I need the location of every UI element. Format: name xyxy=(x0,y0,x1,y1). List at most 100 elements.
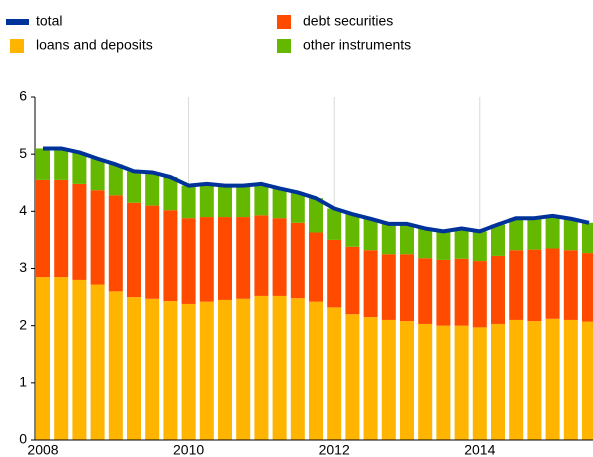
legend-label: debt securities xyxy=(303,13,393,29)
bar-segment xyxy=(199,301,214,440)
bar-segment xyxy=(218,185,232,218)
bar-segment xyxy=(72,183,87,280)
bar-segment xyxy=(218,299,232,440)
bar-segment xyxy=(199,217,214,302)
bar-segment xyxy=(345,214,360,247)
bar-segment xyxy=(254,295,269,440)
bar-segment xyxy=(381,223,396,255)
legend-swatch xyxy=(277,15,291,29)
bar-segment xyxy=(254,215,269,296)
bar-segment xyxy=(127,171,141,203)
bar-segment xyxy=(454,228,469,259)
bar-segment xyxy=(563,218,578,251)
bar-segment xyxy=(418,228,433,259)
bar-segment xyxy=(236,298,251,440)
bar-segment xyxy=(127,202,141,298)
bar-segment xyxy=(418,258,433,324)
legend-label: other instruments xyxy=(303,37,411,53)
bar-segment xyxy=(163,177,178,211)
bar-segment xyxy=(54,179,69,278)
bar-segment xyxy=(527,321,542,440)
bar-segment xyxy=(400,321,414,440)
bar-segment xyxy=(509,250,524,320)
bar-segment xyxy=(545,215,560,249)
bar-segment xyxy=(108,195,123,292)
bar-segment xyxy=(272,188,287,219)
bar-segment xyxy=(345,314,360,440)
y-tick-label: 2 xyxy=(19,316,27,332)
bar-segment xyxy=(163,301,178,440)
bar-segment xyxy=(491,255,505,324)
bar-segment xyxy=(418,323,433,440)
bar-segment xyxy=(363,250,378,318)
legend-swatch xyxy=(6,19,29,25)
bar-segment xyxy=(327,239,342,308)
bar-segment xyxy=(436,231,451,260)
x-tick-label: 2010 xyxy=(173,442,204,457)
legend-swatch xyxy=(277,39,291,53)
bar-segment xyxy=(400,223,414,255)
bar-segment xyxy=(127,297,141,440)
bar-segment xyxy=(236,185,251,218)
bar-segment xyxy=(381,254,396,320)
bar-segment xyxy=(90,158,105,191)
bar-segment xyxy=(527,218,542,250)
bar-segment xyxy=(582,253,593,322)
bar-segment xyxy=(309,198,323,233)
y-tick-label: 6 xyxy=(19,88,27,104)
bar-segment xyxy=(472,231,487,262)
bar-segment xyxy=(400,254,414,322)
bar-segment xyxy=(345,246,360,315)
bar-segment xyxy=(272,218,287,296)
bar-segment xyxy=(509,319,524,440)
bar-segment xyxy=(163,210,178,302)
bar-segment xyxy=(181,185,196,219)
bar-segment xyxy=(491,323,505,440)
bar-segment xyxy=(254,183,269,216)
bar-segment xyxy=(272,295,287,440)
bar-segment xyxy=(108,291,123,440)
bar-segment xyxy=(309,301,323,440)
bar-segment xyxy=(363,317,378,440)
bar-segment xyxy=(527,249,542,322)
bar-segment xyxy=(327,307,342,440)
bar-segment xyxy=(491,224,505,256)
bar-segment xyxy=(472,261,487,328)
legend-swatch xyxy=(10,39,24,53)
bar-segment xyxy=(436,259,451,326)
bar-segment xyxy=(582,222,593,254)
bar-segment xyxy=(545,248,560,319)
bar-segment xyxy=(218,217,232,300)
bar-segment xyxy=(582,321,593,440)
x-tick-label: 2008 xyxy=(27,442,58,457)
y-tick-label: 1 xyxy=(19,374,27,390)
bar-segment xyxy=(545,318,560,440)
bar-segment xyxy=(327,208,342,240)
x-tick-label: 2012 xyxy=(319,442,350,457)
bar-segment xyxy=(236,217,251,299)
bar-segment xyxy=(36,277,50,440)
bar-segment xyxy=(36,179,50,278)
bar-segment xyxy=(181,218,196,304)
y-tick-label: 5 xyxy=(19,145,27,161)
y-tick-label: 0 xyxy=(19,431,27,447)
bar-segment xyxy=(509,218,524,251)
bar-segment xyxy=(72,279,87,440)
bar-segment xyxy=(563,319,578,440)
bar-segment xyxy=(108,164,123,196)
legend-label: loans and deposits xyxy=(36,37,153,53)
bar-segment xyxy=(436,325,451,440)
bar-segment xyxy=(290,192,305,223)
bar-segment xyxy=(363,218,378,251)
bar-segment xyxy=(199,183,214,218)
bar-segment xyxy=(290,222,305,299)
legend-label: total xyxy=(36,13,62,29)
bar-segment xyxy=(454,325,469,440)
bar-segment xyxy=(90,284,105,440)
bar-segment xyxy=(563,250,578,320)
bar-segment xyxy=(90,190,105,285)
bar-segment xyxy=(54,148,69,180)
x-tick-label: 2014 xyxy=(464,442,495,457)
bar-segment xyxy=(54,277,69,440)
total-line xyxy=(43,146,590,234)
